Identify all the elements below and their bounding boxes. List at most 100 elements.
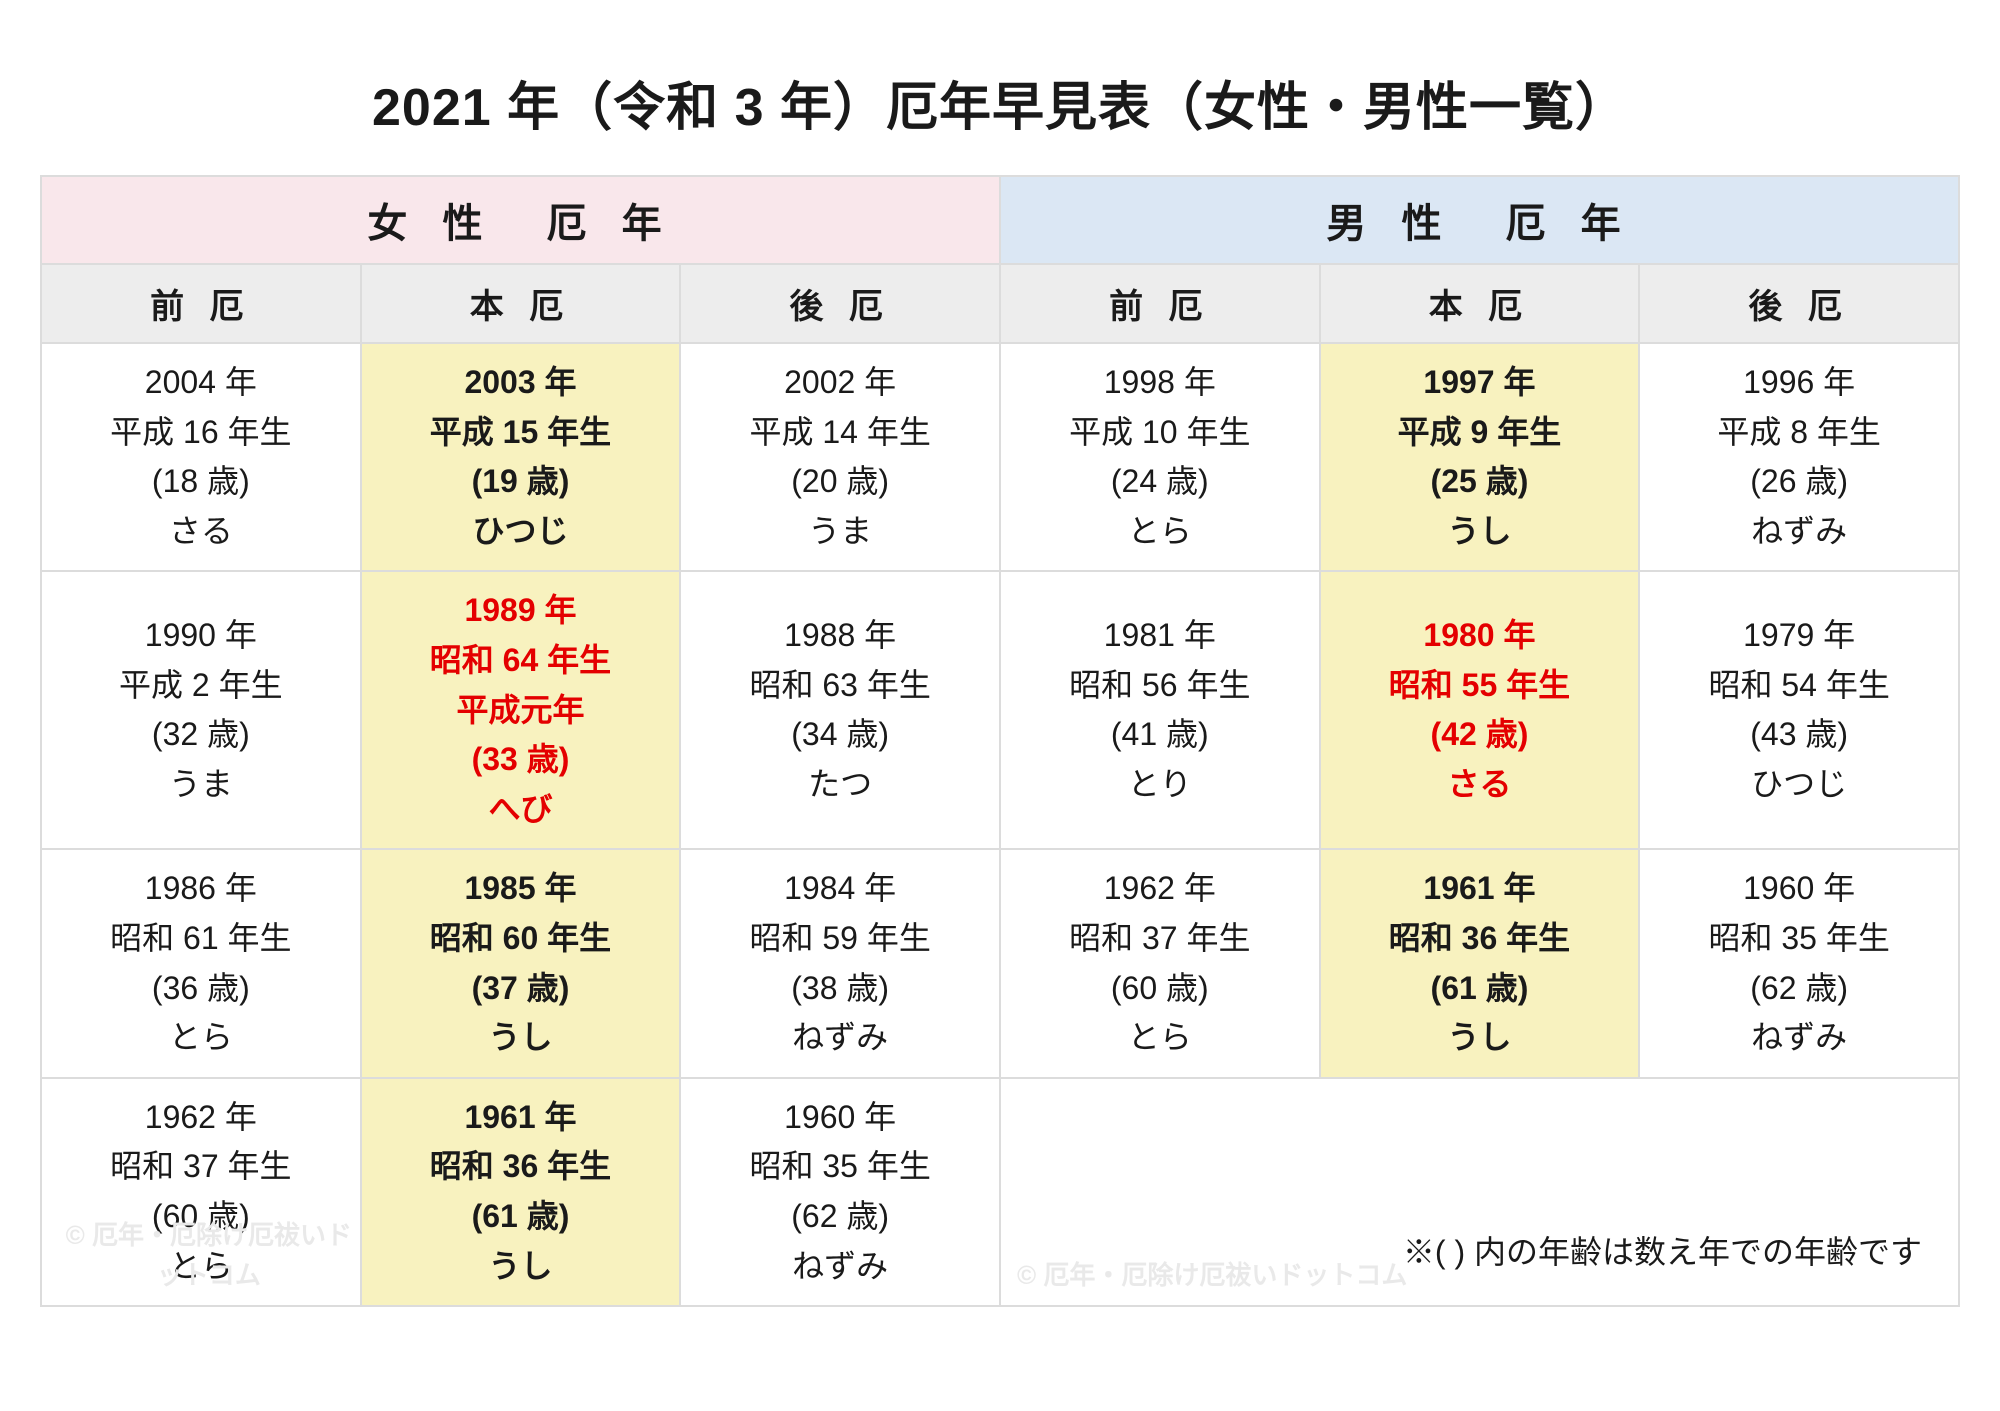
- sub-header-row: 前 厄本 厄後 厄前 厄本 厄後 厄: [41, 264, 1959, 343]
- cell-line: 1990 年: [50, 611, 352, 661]
- honyaku-cell: 1985 年昭和 60 年生(37 歳)うし: [361, 849, 681, 1077]
- cell-line: さる: [50, 507, 352, 557]
- cell-line: (42 歳): [1329, 710, 1631, 760]
- cell-line: 平成元年: [370, 686, 672, 736]
- cell-line: (24 歳): [1009, 457, 1311, 507]
- cell-line: (61 歳): [1329, 964, 1631, 1014]
- cell-line: 昭和 61 年生: [50, 914, 352, 964]
- honyaku-cell: 1997 年平成 9 年生(25 歳)うし: [1320, 343, 1640, 571]
- cell-line: 1980 年: [1329, 611, 1631, 661]
- cell-line: 1996 年: [1648, 358, 1950, 408]
- table-row: 2004 年平成 16 年生(18 歳)さる2003 年平成 15 年生(19 …: [41, 343, 1959, 571]
- cell-line: さる: [1329, 760, 1631, 810]
- cell-line: 昭和 56 年生: [1009, 661, 1311, 711]
- male-header: 男 性 厄 年: [1000, 176, 1959, 264]
- cell-line: 1960 年: [689, 1093, 991, 1143]
- cell-line: うま: [50, 760, 352, 810]
- honyaku-cell: 1980 年昭和 55 年生(42 歳)さる: [1320, 571, 1640, 849]
- cell-line: 1984 年: [689, 864, 991, 914]
- cell-line: (26 歳): [1648, 457, 1950, 507]
- yaku-cell: 1990 年平成 2 年生(32 歳)うま: [41, 571, 361, 849]
- cell-line: ねずみ: [1648, 1013, 1950, 1063]
- cell-line: (60 歳): [1009, 964, 1311, 1014]
- cell-line: 1961 年: [1329, 864, 1631, 914]
- cell-line: ねずみ: [689, 1013, 991, 1063]
- cell-line: (37 歳): [370, 964, 672, 1014]
- cell-line: とら: [50, 1013, 352, 1063]
- cell-line: (32 歳): [50, 710, 352, 760]
- cell-line: (33 歳): [370, 735, 672, 785]
- yakudoshi-table: 女 性 厄 年 男 性 厄 年 前 厄本 厄後 厄前 厄本 厄後 厄 2004 …: [40, 175, 1960, 1307]
- honyaku-cell: 2003 年平成 15 年生(19 歳)ひつじ: [361, 343, 681, 571]
- page-title: 2021 年（令和 3 年）厄年早見表（女性・男性一覧）: [40, 65, 1960, 140]
- cell-line: 1997 年: [1329, 358, 1631, 408]
- cell-line: ねずみ: [1648, 507, 1950, 557]
- note-cell: ※( ) 内の年齢は数え年での年齢です: [1000, 1078, 1959, 1306]
- cell-line: 2003 年: [370, 358, 672, 408]
- yaku-cell: 2004 年平成 16 年生(18 歳)さる: [41, 343, 361, 571]
- cell-line: 平成 16 年生: [50, 408, 352, 458]
- cell-line: 昭和 54 年生: [1648, 661, 1950, 711]
- cell-line: 1998 年: [1009, 358, 1311, 408]
- cell-line: とら: [50, 1242, 352, 1292]
- cell-line: とら: [1009, 1013, 1311, 1063]
- cell-line: 昭和 37 年生: [1009, 914, 1311, 964]
- cell-line: (19 歳): [370, 457, 672, 507]
- yaku-cell: 1960 年昭和 35 年生(62 歳)ねずみ: [1639, 849, 1959, 1077]
- honyaku-cell: 1989 年昭和 64 年生平成元年(33 歳)へび: [361, 571, 681, 849]
- cell-line: 昭和 59 年生: [689, 914, 991, 964]
- yaku-cell: 1984 年昭和 59 年生(38 歳)ねずみ: [680, 849, 1000, 1077]
- yaku-cell: 1981 年昭和 56 年生(41 歳)とり: [1000, 571, 1320, 849]
- cell-line: とり: [1009, 760, 1311, 810]
- cell-line: (41 歳): [1009, 710, 1311, 760]
- yaku-cell: 1979 年昭和 54 年生(43 歳)ひつじ: [1639, 571, 1959, 849]
- cell-line: ひつじ: [370, 507, 672, 557]
- table-row: 1986 年昭和 61 年生(36 歳)とら1985 年昭和 60 年生(37 …: [41, 849, 1959, 1077]
- cell-line: 平成 10 年生: [1009, 408, 1311, 458]
- cell-line: 昭和 37 年生: [50, 1142, 352, 1192]
- sub-header-cell: 前 厄: [41, 264, 361, 343]
- table-row: 1990 年平成 2 年生(32 歳)うま1989 年昭和 64 年生平成元年(…: [41, 571, 1959, 849]
- cell-line: (60 歳): [50, 1192, 352, 1242]
- cell-line: (38 歳): [689, 964, 991, 1014]
- yaku-cell: 1962 年昭和 37 年生(60 歳)とら: [1000, 849, 1320, 1077]
- cell-line: (34 歳): [689, 710, 991, 760]
- cell-line: とら: [1009, 507, 1311, 557]
- cell-line: 昭和 36 年生: [370, 1142, 672, 1192]
- cell-line: うし: [1329, 1013, 1631, 1063]
- cell-line: たつ: [689, 760, 991, 810]
- honyaku-cell: 1961 年昭和 36 年生(61 歳)うし: [361, 1078, 681, 1306]
- yaku-cell: 1998 年平成 10 年生(24 歳)とら: [1000, 343, 1320, 571]
- female-header: 女 性 厄 年: [41, 176, 1000, 264]
- cell-line: (62 歳): [689, 1192, 991, 1242]
- cell-line: 1989 年: [370, 586, 672, 636]
- yaku-cell: 1960 年昭和 35 年生(62 歳)ねずみ: [680, 1078, 1000, 1306]
- sub-header-cell: 本 厄: [361, 264, 681, 343]
- sub-header-cell: 後 厄: [1639, 264, 1959, 343]
- cell-line: 平成 2 年生: [50, 661, 352, 711]
- yaku-cell: 1996 年平成 8 年生(26 歳)ねずみ: [1639, 343, 1959, 571]
- cell-line: 1988 年: [689, 611, 991, 661]
- yaku-cell: 1988 年昭和 63 年生(34 歳)たつ: [680, 571, 1000, 849]
- sub-header-cell: 本 厄: [1320, 264, 1640, 343]
- cell-line: (36 歳): [50, 964, 352, 1014]
- cell-line: ひつじ: [1648, 760, 1950, 810]
- cell-line: へび: [370, 785, 672, 835]
- cell-line: 平成 15 年生: [370, 408, 672, 458]
- yaku-cell: 1962 年昭和 37 年生(60 歳)とら: [41, 1078, 361, 1306]
- cell-line: 平成 14 年生: [689, 408, 991, 458]
- sub-header-cell: 前 厄: [1000, 264, 1320, 343]
- cell-line: 平成 9 年生: [1329, 408, 1631, 458]
- cell-line: (43 歳): [1648, 710, 1950, 760]
- honyaku-cell: 1961 年昭和 36 年生(61 歳)うし: [1320, 849, 1640, 1077]
- cell-line: 平成 8 年生: [1648, 408, 1950, 458]
- cell-line: ねずみ: [689, 1242, 991, 1292]
- cell-line: うし: [370, 1013, 672, 1063]
- cell-line: 昭和 35 年生: [689, 1142, 991, 1192]
- cell-line: 1961 年: [370, 1093, 672, 1143]
- cell-line: 昭和 55 年生: [1329, 661, 1631, 711]
- cell-line: (25 歳): [1329, 457, 1631, 507]
- yaku-cell: 1986 年昭和 61 年生(36 歳)とら: [41, 849, 361, 1077]
- cell-line: うま: [689, 507, 991, 557]
- sub-header-cell: 後 厄: [680, 264, 1000, 343]
